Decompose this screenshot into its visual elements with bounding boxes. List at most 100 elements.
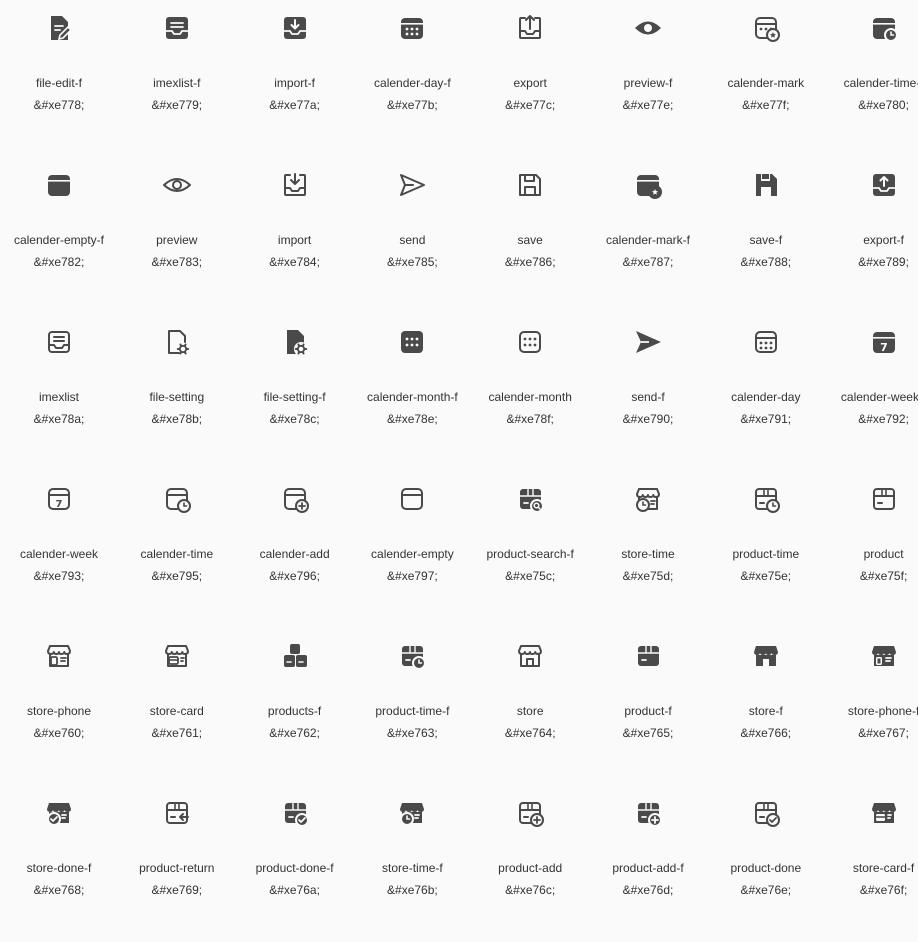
icon-code: &#xe780; [858,98,909,112]
icon-code: &#xe793; [33,569,85,583]
preview-icon [161,169,193,201]
icon-code: &#xe761; [151,726,203,740]
icon-cell[interactable]: calender-empty-f &#xe782; [0,157,118,314]
icon-cell[interactable]: calender-mark &#xe77f; [707,0,825,157]
icon-code: &#xe77f; [742,98,790,112]
icon-cell[interactable]: import-f &#xe77a; [236,0,354,157]
imexlist-icon [43,326,75,358]
icon-code: &#xe791; [740,412,792,426]
product-done-icon [750,797,782,829]
icon-cell[interactable]: file-setting &#xe78b; [118,314,236,471]
icon-cell[interactable]: product-search-f &#xe75c; [471,471,589,628]
icon-code: &#xe77b; [387,98,438,112]
icon-cell[interactable]: export-f &#xe789; [825,157,918,314]
icon-code: &#xe768; [33,883,85,897]
icon-code: &#xe78c; [269,412,320,426]
icon-name: preview [156,233,198,247]
icon-cell[interactable]: imexlist-f &#xe779; [118,0,236,157]
icon-cell[interactable]: store-done-f &#xe768; [0,785,118,942]
icon-name: store-card [149,704,204,718]
icon-cell[interactable]: calender-month &#xe78f; [471,314,589,471]
icon-name: product-time-f [375,704,450,718]
icon-cell[interactable]: preview &#xe783; [118,157,236,314]
icon-cell[interactable]: product-add-f &#xe76d; [589,785,707,942]
product-icon [868,483,900,515]
icon-cell[interactable]: send &#xe785; [353,157,471,314]
icon-cell[interactable]: products-f &#xe762; [236,628,354,785]
calender-time-icon [161,483,193,515]
icon-code: &#xe787; [622,255,674,269]
icon-cell[interactable]: import &#xe784; [236,157,354,314]
icon-name: send [399,233,426,247]
icon-cell[interactable]: calender-day &#xe791; [707,314,825,471]
icon-cell[interactable]: 7 calender-week &#xe793; [0,471,118,628]
icon-cell[interactable]: calender-month-f &#xe78e; [353,314,471,471]
icon-cell[interactable]: file-setting-f &#xe78c; [236,314,354,471]
icon-code: &#xe76a; [269,883,320,897]
icon-cell[interactable]: product-done &#xe76e; [707,785,825,942]
icon-cell[interactable]: store-f &#xe766; [707,628,825,785]
import-f-icon [279,12,311,44]
store-phone-f-icon [868,640,900,672]
icon-cell[interactable]: product-return &#xe769; [118,785,236,942]
icon-cell[interactable]: save &#xe786; [471,157,589,314]
icon-name: calender-day [731,390,801,404]
icon-code: &#xe769; [151,883,203,897]
icon-code: &#xe75f; [859,569,908,583]
icon-cell[interactable]: store-time-f &#xe76b; [353,785,471,942]
icon-name: store-card-f [852,861,915,875]
save-icon [514,169,546,201]
icon-name: store-phone [26,704,92,718]
icon-cell[interactable]: calender-time &#xe795; [118,471,236,628]
icon-cell[interactable]: imexlist &#xe78a; [0,314,118,471]
icon-cell[interactable]: store-card-f &#xe76f; [825,785,918,942]
icon-code: &#xe78f; [506,412,554,426]
icon-cell[interactable]: save-f &#xe788; [707,157,825,314]
icon-cell[interactable]: calender-add &#xe796; [236,471,354,628]
icon-cell[interactable]: product-add &#xe76c; [471,785,589,942]
icon-cell[interactable]: product-f &#xe765; [589,628,707,785]
svg-text:7: 7 [880,341,888,354]
icon-cell[interactable]: store-phone-f &#xe767; [825,628,918,785]
import-icon [279,169,311,201]
icon-name: store-f [748,704,783,718]
icon-cell[interactable]: store-time &#xe75d; [589,471,707,628]
icon-cell[interactable]: product-done-f &#xe76a; [236,785,354,942]
icon-cell[interactable]: product-time-f &#xe763; [353,628,471,785]
icon-cell[interactable]: store &#xe764; [471,628,589,785]
icon-cell[interactable]: preview-f &#xe77e; [589,0,707,157]
calender-day-icon [750,326,782,358]
icon-name: save-f [749,233,783,247]
icon-cell[interactable]: calender-time-f &#xe780; [825,0,918,157]
icon-cell[interactable]: product &#xe75f; [825,471,918,628]
icon-cell[interactable]: calender-mark-f &#xe787; [589,157,707,314]
calender-add-icon [279,483,311,515]
icon-cell[interactable]: product-time &#xe75e; [707,471,825,628]
icon-name: save [517,233,543,247]
icon-code: &#xe778; [33,98,85,112]
icon-cell[interactable]: export &#xe77c; [471,0,589,157]
icon-name: product-return [139,861,215,875]
icon-code: &#xe779; [151,98,203,112]
icon-name: calender-mark-f [605,233,691,247]
preview-f-icon [632,12,664,44]
icon-name: calender-day-f [374,76,451,90]
icon-grid: file-edit-f &#xe778; imexlist-f &#xe779; imp… [0,0,918,897]
icon-cell[interactable]: file-edit-f &#xe778; [0,0,118,157]
icon-code: &#xe76b; [387,883,438,897]
imexlist-f-icon [161,12,193,44]
icon-name: send-f [631,390,665,404]
icon-code: &#xe77e; [622,98,674,112]
icon-cell[interactable]: calender-day-f &#xe77b; [353,0,471,157]
icon-code: &#xe763; [387,726,438,740]
icon-cell[interactable]: send-f &#xe790; [589,314,707,471]
icon-cell[interactable]: 7 calender-week-f &#xe792; [825,314,918,471]
icon-cell[interactable]: calender-empty &#xe797; [353,471,471,628]
icon-code: &#xe75e; [740,569,792,583]
calender-empty-f-icon [43,169,75,201]
icon-cell[interactable]: store-card &#xe761; [118,628,236,785]
icon-name: calender-time [140,547,214,561]
icon-cell[interactable]: store-phone &#xe760; [0,628,118,785]
product-f-icon [632,640,664,672]
store-card-icon [161,640,193,672]
